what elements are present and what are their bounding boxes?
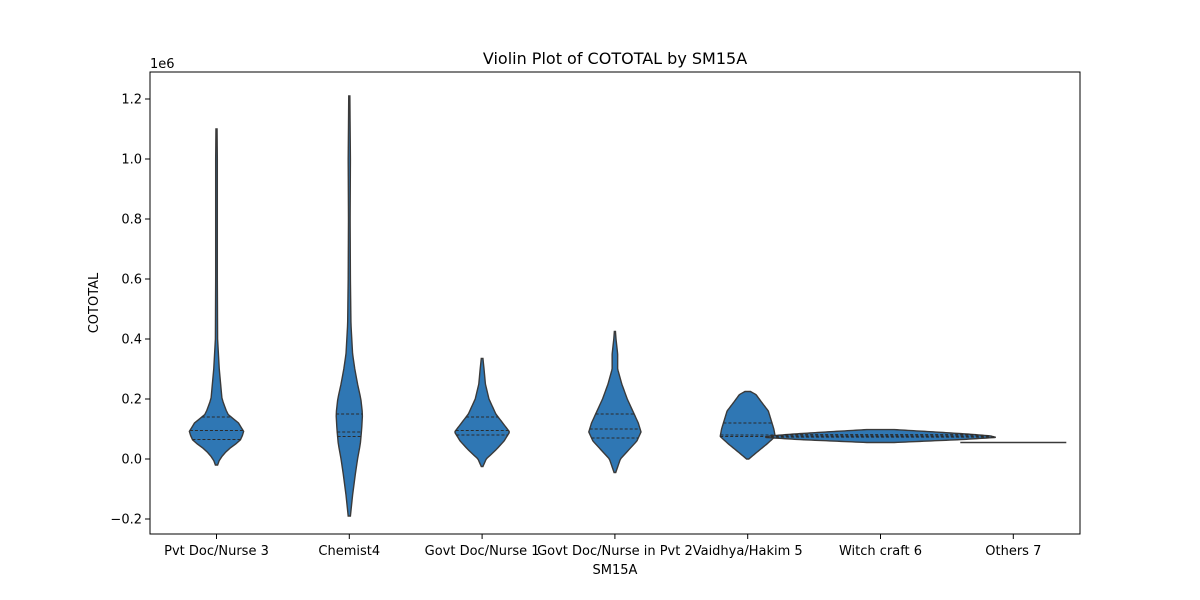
violin-2 — [335, 95, 364, 517]
violin-body — [454, 357, 510, 468]
x-tick-label: Others 7 — [985, 544, 1041, 559]
violin-body — [588, 330, 642, 474]
plot-area — [188, 95, 1067, 517]
x-axis: Pvt Doc/Nurse 3 Chemist4 Govt Doc/Nurse 1G… — [164, 534, 1041, 559]
x-tick-label: Witch craft 6 — [839, 544, 922, 559]
x-tick-label: Govt Doc/Nurse 1 — [425, 544, 540, 559]
x-tick-label: Pvt Doc/Nurse 3 — [164, 544, 269, 559]
y-tick-label: −0.2 — [110, 513, 142, 528]
y-axis-label: COTOTAL — [87, 272, 102, 333]
x-tick-label: Vaidhya/Hakim 5 — [693, 544, 803, 559]
y-tick-label: 0.6 — [121, 273, 142, 288]
y-tick-label: 1.0 — [121, 153, 142, 168]
x-axis-label: SM15A — [593, 563, 638, 578]
violin-body — [335, 95, 364, 517]
violin-6 — [765, 428, 996, 444]
y-tick-label: 0.8 — [121, 213, 142, 228]
y-axis-multiplier: 1e6 — [150, 57, 175, 72]
y-tick-label: 0.4 — [121, 333, 142, 348]
y-tick-label: 0.2 — [121, 393, 142, 408]
y-tick-label: 0.0 — [121, 453, 142, 468]
violin-body — [188, 128, 245, 466]
violin-1 — [188, 128, 245, 466]
violin-4 — [588, 330, 642, 474]
violin-3 — [454, 357, 510, 468]
x-tick-label: Govt Doc/Nurse in Pvt 2 — [537, 544, 693, 559]
x-tick-label: Chemist4 — [318, 544, 380, 559]
y-tick-label: 1.2 — [121, 93, 142, 108]
violin-body — [719, 390, 776, 460]
y-axis: −0.2 0.0 0.2 0.4 0.6 0.8 1.0 1.2 — [110, 93, 150, 528]
chart-title: Violin Plot of COTOTAL by SM15A — [483, 49, 747, 68]
